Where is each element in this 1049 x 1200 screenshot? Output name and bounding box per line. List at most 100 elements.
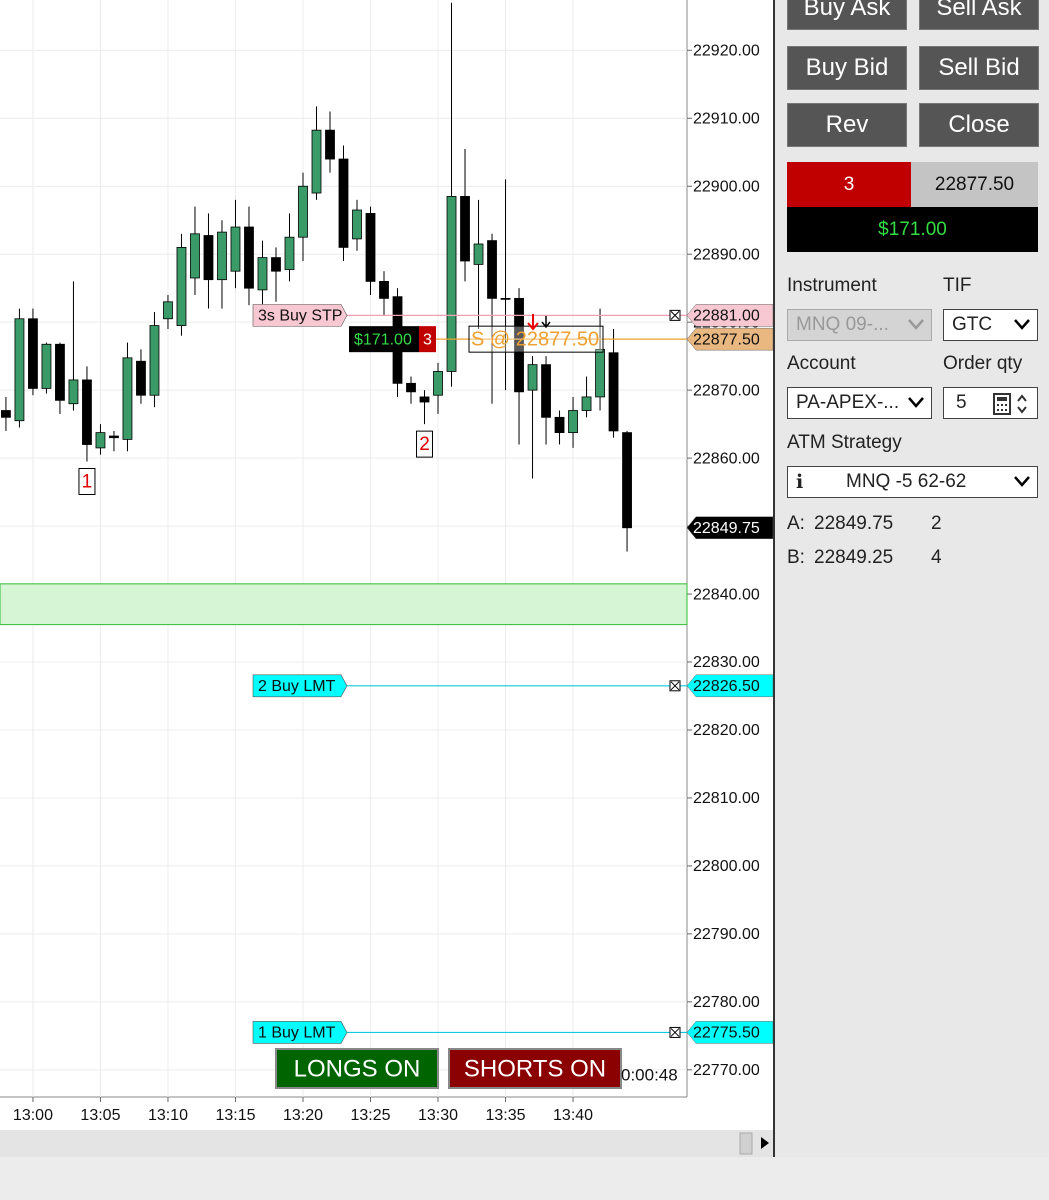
order-label: 1 Buy LMT [258,1025,336,1042]
candle-body [581,396,592,411]
order-price-tag-label: 22775.50 [693,1025,760,1042]
bid-size: 4 [931,547,942,568]
y-tick-label: 22920.00 [693,43,760,60]
order-tag [252,1021,348,1044]
x-tick-label: 13:10 [148,1107,188,1124]
candle-body [28,318,38,389]
candle-body [122,357,133,440]
candle-body [41,343,52,389]
order-tag [252,304,348,327]
signal-label: 2 [419,434,430,455]
position-pnl-box [349,326,419,353]
button[interactable]: Sell Bid [919,46,1039,90]
signal-label: 1 [82,472,93,493]
button[interactable]: Buy Ask [787,0,907,30]
candle-body [541,364,551,418]
position-qty-box [419,326,436,353]
candle-body [271,257,281,272]
candle-body [244,226,254,289]
candle-body [136,360,146,396]
toggle-button[interactable] [448,1048,622,1089]
ask-label: A: [787,513,805,534]
y-tick-label: 22780.00 [693,994,760,1011]
candle-body [595,348,605,398]
bid-label: B: [787,547,805,568]
y-tick-label: 22900.00 [693,178,760,195]
candle-body [487,240,497,299]
candle-body [230,226,241,272]
order-label: 3s Buy STP [258,308,342,325]
y-tick-label: 22890.00 [693,246,760,263]
last-price-tag-label: 22849.75 [693,520,760,537]
order-cancel-x [670,311,680,320]
value: GTC [952,314,993,335]
qty-input[interactable]: 5 [943,387,1038,419]
y-tick-label: 22910.00 [693,110,760,127]
atm-select[interactable]: i MNQ -5 62-62 [787,466,1038,498]
scrollbar[interactable] [0,1130,773,1157]
candle-body [608,352,619,432]
candle-body [14,318,25,422]
candle-body [622,432,632,529]
label: Order qty [943,353,1023,374]
candle-body [568,410,578,434]
candle-body [217,231,227,281]
candle-body [433,371,443,396]
toggle-label[interactable]: LONGS ON [294,1055,421,1082]
y-tick-label: 22770.00 [693,1062,760,1079]
label: TIF [943,275,972,296]
order-cancel-x [670,1028,680,1037]
toggle-label[interactable]: SHORTS ON [464,1055,606,1082]
chart-background [0,0,773,1130]
position-pnl: $171.00 [787,207,1038,252]
position-text: S @ 22877.50 [471,328,599,350]
order-tag [252,674,348,698]
candle-body [311,129,322,194]
button[interactable]: Close [919,103,1039,147]
candle-body [406,382,416,393]
candle-body [365,213,376,282]
position-qty: 3 [423,331,432,348]
candle-body [298,185,308,238]
position-price-tag [686,327,773,351]
candle-body [460,196,470,262]
order-panel: Buy Ask Sell Ask Buy Bid Sell Bid Rev Cl… [773,0,1049,1157]
last-price-tag [686,516,773,540]
toggle-button[interactable] [275,1048,439,1089]
order-price-tag-label: 22826.50 [693,678,760,695]
scroll-thumb[interactable] [739,1132,753,1155]
candle-body [527,364,538,391]
candle-body [257,257,268,291]
button[interactable]: Rev [787,103,907,147]
candle-body [500,297,511,300]
candle-body [473,243,484,265]
chart: 22920.0022910.0022900.0022890.0022880.00… [0,0,773,1157]
x-tick-label: 13:15 [215,1107,255,1124]
account-select[interactable]: PA-APEX-... [787,387,932,419]
signal-box [78,468,96,496]
y-tick-label: 22870.00 [693,382,760,399]
chart-layer: 22920.0022910.0022900.0022890.0022880.00… [0,0,773,1124]
candle-body [284,236,295,270]
candle-body [554,416,565,434]
x-tick-label: 13:30 [418,1107,458,1124]
y-tick-label: 22830.00 [693,654,760,671]
candle-body [419,396,430,403]
candle-body [446,196,457,372]
tif-select[interactable]: GTC [943,309,1038,341]
value: MNQ -5 62-62 [846,471,967,492]
position-qty: 3 [787,162,911,207]
instrument-select[interactable]: MNQ 09-... [787,309,932,341]
order-price-tag [686,1021,773,1044]
candle-body [55,343,65,401]
button[interactable]: Buy Bid [787,46,907,90]
info-icon: i [796,471,804,493]
position-price: 22877.50 [911,162,1038,207]
label: Account [787,353,856,374]
button[interactable]: Sell Ask [919,0,1039,30]
candle-body [149,325,160,396]
order-price-tag [686,304,773,327]
scroll-arrow[interactable] [761,1137,769,1149]
label: ATM Strategy [787,432,902,453]
